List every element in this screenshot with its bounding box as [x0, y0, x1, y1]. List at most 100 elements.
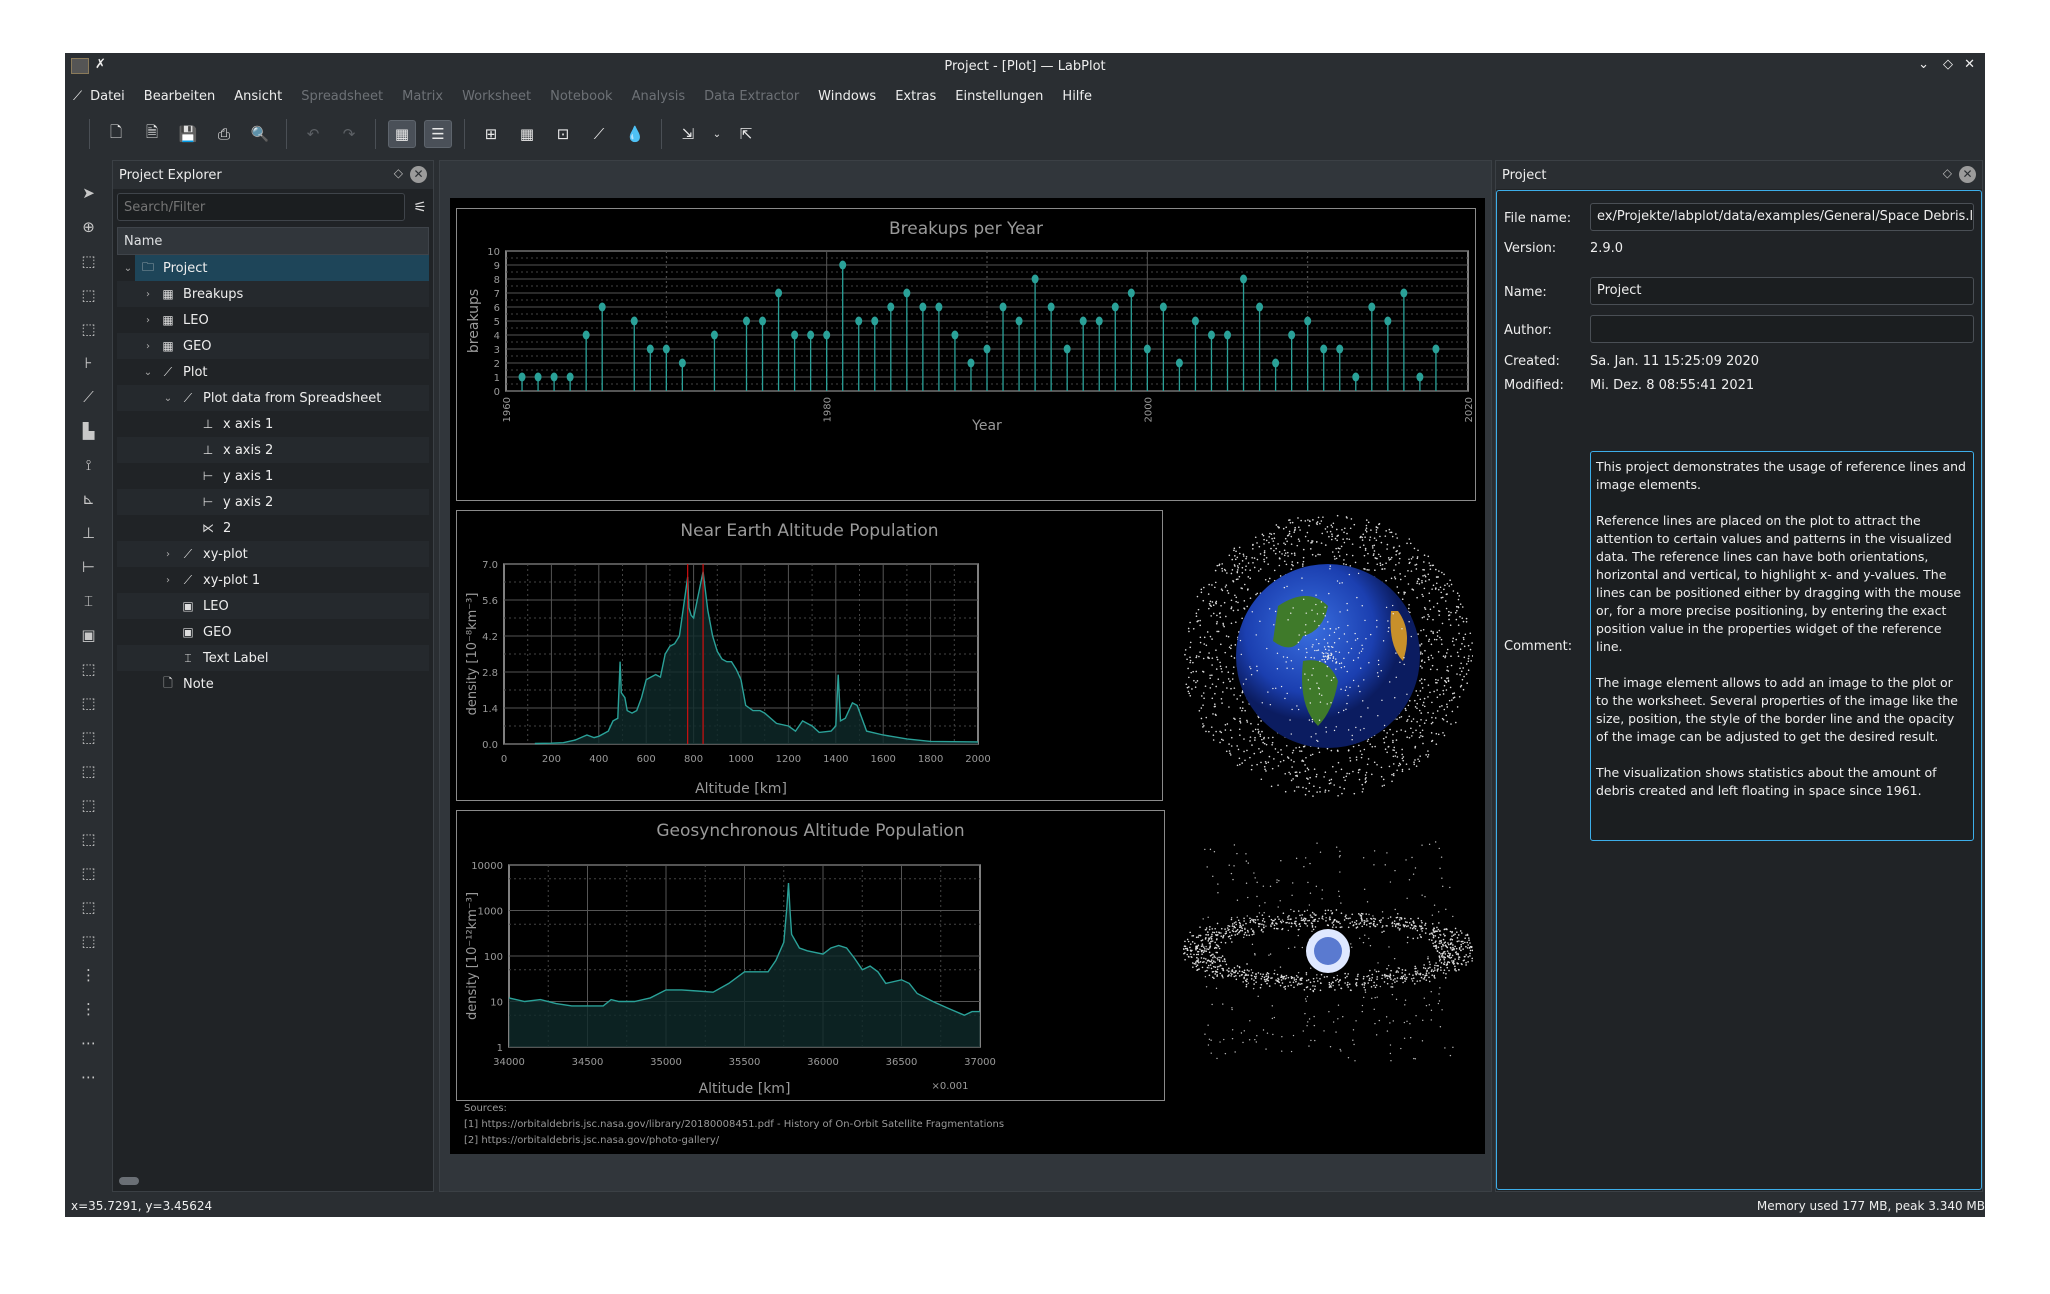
import-dropdown-icon[interactable]: ⌄	[712, 128, 722, 140]
menu-notebook[interactable]: Notebook	[550, 88, 613, 104]
tree-item[interactable]: ▣ LEO	[117, 593, 429, 619]
menu-einstellungen[interactable]: Einstellungen	[955, 88, 1044, 104]
new-project-icon[interactable]: 🗋	[109, 122, 123, 141]
zoom-fit-icon[interactable]: ⬚	[81, 728, 96, 746]
float-icon[interactable]: ◇	[393, 166, 403, 180]
filter-settings-icon[interactable]: ⚟	[413, 198, 427, 216]
close-icon[interactable]: ✕	[410, 166, 427, 183]
zoom-in-icon[interactable]: ⬚	[81, 660, 96, 678]
tree-item[interactable]: ⊥ x axis 1	[117, 411, 429, 437]
new-worksheet-icon[interactable]: ⟋	[593, 125, 605, 143]
close-button[interactable]: ✕	[1964, 57, 1975, 72]
menu-worksheet[interactable]: Worksheet	[462, 88, 532, 104]
shift-x-icon[interactable]: ⋯	[81, 1034, 96, 1052]
name-field[interactable]: Project	[1590, 277, 1974, 305]
add-axis-icon[interactable]: ⊾	[82, 490, 95, 508]
tree-item[interactable]: ⌄ 🗀 Project	[117, 255, 429, 281]
tree-item[interactable]: ⊥ x axis 2	[117, 437, 429, 463]
tree-item[interactable]: ⌶ Text Label	[117, 645, 429, 671]
redo-icon[interactable]: ↷	[342, 125, 356, 143]
new-folder-icon[interactable]: ⊞	[484, 125, 498, 143]
import-icon[interactable]: ⇲	[681, 125, 695, 143]
project-explorer-toggle-icon[interactable]: ▦	[388, 120, 416, 148]
menu-analysis[interactable]: Analysis	[631, 88, 686, 104]
menu-bearbeiten[interactable]: Bearbeiten	[143, 88, 216, 104]
menu-ansicht[interactable]: Ansicht	[234, 88, 283, 104]
export-icon[interactable]: ⇱	[739, 125, 753, 143]
new-datapicker-icon[interactable]: 💧	[625, 125, 645, 143]
add-x-axis-icon[interactable]: ⊥	[81, 524, 96, 542]
geo-debris-image[interactable]	[1183, 831, 1473, 1081]
zoom-select-icon[interactable]: ⬚	[81, 252, 96, 270]
menu-datei[interactable]: Datei	[90, 88, 125, 104]
zoom-x-icon[interactable]: ⬚	[81, 286, 96, 304]
chevron-right-icon[interactable]: ›	[146, 340, 150, 352]
chevron-down-icon[interactable]: ⌄	[123, 262, 133, 274]
file-name-field[interactable]: ex/Projekte/labplot/data/examples/Genera…	[1590, 203, 1974, 231]
shift-down-icon[interactable]: ⋮	[81, 1000, 96, 1018]
menu-windows[interactable]: Windows	[818, 88, 877, 104]
tree-item[interactable]: › ▦ GEO	[117, 333, 429, 359]
tree-item[interactable]: › ▦ LEO	[117, 307, 429, 333]
float-icon[interactable]: ◇	[1942, 166, 1952, 180]
author-field[interactable]	[1590, 315, 1974, 343]
chevron-right-icon[interactable]: ›	[146, 314, 150, 326]
menu-hilfe[interactable]: Hilfe	[1062, 88, 1092, 104]
properties-toggle-icon[interactable]: ☰	[424, 120, 452, 148]
close-icon[interactable]: ✕	[1959, 166, 1976, 183]
shift-left-icon[interactable]: ⬚	[81, 898, 96, 916]
add-image-icon[interactable]: ▣	[81, 626, 96, 644]
maximize-button[interactable]: ◇	[1943, 57, 1953, 72]
undo-icon[interactable]: ↶	[306, 125, 320, 143]
new-matrix-icon[interactable]: ⊡	[556, 125, 570, 143]
chevron-down-icon[interactable]: ⌄	[143, 366, 153, 378]
select-icon[interactable]: ➤	[82, 184, 95, 202]
search-input[interactable]	[117, 193, 405, 221]
chevron-right-icon[interactable]: ›	[166, 548, 170, 560]
tree-item[interactable]: ⌄ ⟋ Plot data from Spreadsheet	[117, 385, 429, 411]
chevron-right-icon[interactable]: ›	[146, 288, 150, 300]
new-spreadsheet-icon[interactable]: ▦	[519, 125, 535, 143]
menu-data-extractor[interactable]: Data Extractor	[704, 88, 800, 104]
horizontal-scrollbar[interactable]	[119, 1177, 139, 1185]
save-icon[interactable]: 💾	[178, 125, 198, 143]
add-curve-icon[interactable]: ⟋	[83, 388, 94, 406]
worksheet-canvas[interactable]: Breakups per Year 0 1 2 3 4 5 6 7 8 9 10 1960 1980 200…	[450, 198, 1485, 1154]
tree-item[interactable]: › ⟋ xy-plot 1	[117, 567, 429, 593]
navigate-icon[interactable]: ⊕	[82, 218, 95, 236]
print-preview-icon[interactable]: 🔍	[250, 125, 270, 143]
print-icon[interactable]: ⎙	[217, 125, 230, 143]
pin-icon[interactable]: ✗	[95, 57, 106, 72]
column-header-name[interactable]: Name	[117, 227, 429, 255]
tree-item[interactable]: ▣ GEO	[117, 619, 429, 645]
tree-item[interactable]: 🗋 Note	[117, 671, 429, 697]
tree-item[interactable]: ⊢ y axis 1	[117, 463, 429, 489]
add-text-icon[interactable]: ⌶	[83, 592, 93, 610]
menu-spreadsheet[interactable]: Spreadsheet	[301, 88, 384, 104]
cursor-icon[interactable]: ⊦	[84, 354, 93, 372]
add-histogram-icon[interactable]: ▙	[82, 422, 95, 440]
add-y-axis-icon[interactable]: ⊢	[81, 558, 96, 576]
shift-up-icon[interactable]: ⋮	[81, 966, 96, 984]
zoom-in-x-icon[interactable]: ⬚	[81, 762, 96, 780]
tree-item[interactable]: ⌄ ⟋ Plot	[117, 359, 429, 385]
tree-item[interactable]: › ⟋ xy-plot	[117, 541, 429, 567]
menu-matrix[interactable]: Matrix	[402, 88, 444, 104]
add-fit-icon[interactable]: ⟟	[85, 456, 92, 474]
tree-item[interactable]: › ▦ Breakups	[117, 281, 429, 307]
leo-debris-image[interactable]	[1183, 511, 1473, 801]
chevron-down-icon[interactable]: ⌄	[163, 392, 173, 404]
open-project-icon[interactable]: 🗎	[145, 122, 159, 141]
zoom-out-y-icon[interactable]: ⬚	[81, 864, 96, 882]
chevron-right-icon[interactable]: ›	[166, 574, 170, 586]
zoom-y-icon[interactable]: ⬚	[81, 320, 96, 338]
zoom-in-y-icon[interactable]: ⬚	[81, 830, 96, 848]
tree-item[interactable]: ⋉ 2	[117, 515, 429, 541]
menu-extras[interactable]: Extras	[895, 88, 937, 104]
zoom-out-icon[interactable]: ⬚	[81, 694, 96, 712]
shift-right-icon[interactable]: ⬚	[81, 932, 96, 950]
tree-item[interactable]: ⊢ y axis 2	[117, 489, 429, 515]
comment-field[interactable]: This project demonstrates the usage of r…	[1590, 451, 1974, 841]
